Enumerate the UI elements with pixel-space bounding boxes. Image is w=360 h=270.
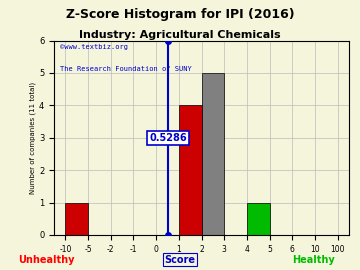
Y-axis label: Number of companies (11 total): Number of companies (11 total) (30, 82, 36, 194)
Bar (66, 202, 88, 235)
Text: Unhealthy: Unhealthy (19, 255, 75, 265)
Text: Z-Score Histogram for IPI (2016): Z-Score Histogram for IPI (2016) (66, 8, 294, 21)
Text: ©www.textbiz.org: ©www.textbiz.org (60, 44, 128, 50)
Text: The Research Foundation of SUNY: The Research Foundation of SUNY (60, 66, 192, 72)
Bar (247, 202, 270, 235)
Text: Healthy: Healthy (292, 255, 334, 265)
Text: 0.5286: 0.5286 (149, 133, 187, 143)
Text: Score: Score (165, 255, 195, 265)
Bar (202, 73, 224, 235)
Bar (179, 105, 202, 235)
Text: Industry: Agricultural Chemicals: Industry: Agricultural Chemicals (79, 30, 281, 40)
